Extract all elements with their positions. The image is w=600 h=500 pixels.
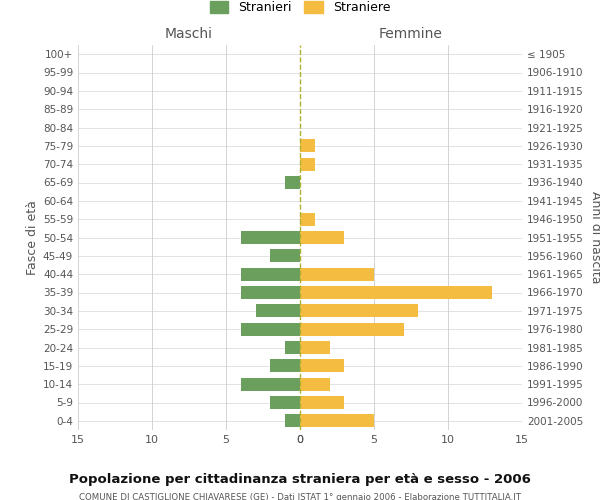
- Bar: [285, 414, 300, 428]
- Bar: [300, 414, 374, 428]
- Text: COMUNE DI CASTIGLIONE CHIAVARESE (GE) - Dati ISTAT 1° gennaio 2006 - Elaborazion: COMUNE DI CASTIGLIONE CHIAVARESE (GE) - …: [79, 492, 521, 500]
- Bar: [300, 359, 344, 372]
- Bar: [300, 268, 374, 281]
- Bar: [241, 231, 300, 244]
- Bar: [300, 378, 329, 391]
- Bar: [300, 341, 329, 354]
- Y-axis label: Anni di nascita: Anni di nascita: [589, 191, 600, 284]
- Bar: [271, 249, 300, 262]
- Bar: [300, 158, 315, 171]
- Bar: [241, 378, 300, 391]
- Y-axis label: Fasce di età: Fasce di età: [26, 200, 39, 275]
- Bar: [285, 176, 300, 189]
- Bar: [300, 231, 344, 244]
- Bar: [300, 396, 344, 409]
- Bar: [300, 322, 404, 336]
- Bar: [300, 304, 418, 318]
- Bar: [241, 322, 300, 336]
- Bar: [256, 304, 300, 318]
- Bar: [271, 396, 300, 409]
- Bar: [241, 268, 300, 281]
- Bar: [241, 286, 300, 299]
- Bar: [300, 286, 493, 299]
- Title: Femmine: Femmine: [379, 27, 443, 41]
- Legend: Stranieri, Straniere: Stranieri, Straniere: [205, 0, 395, 19]
- Text: Popolazione per cittadinanza straniera per età e sesso - 2006: Popolazione per cittadinanza straniera p…: [69, 472, 531, 486]
- Bar: [300, 212, 315, 226]
- Title: Maschi: Maschi: [165, 27, 213, 41]
- Bar: [300, 139, 315, 152]
- Bar: [285, 341, 300, 354]
- Bar: [271, 359, 300, 372]
